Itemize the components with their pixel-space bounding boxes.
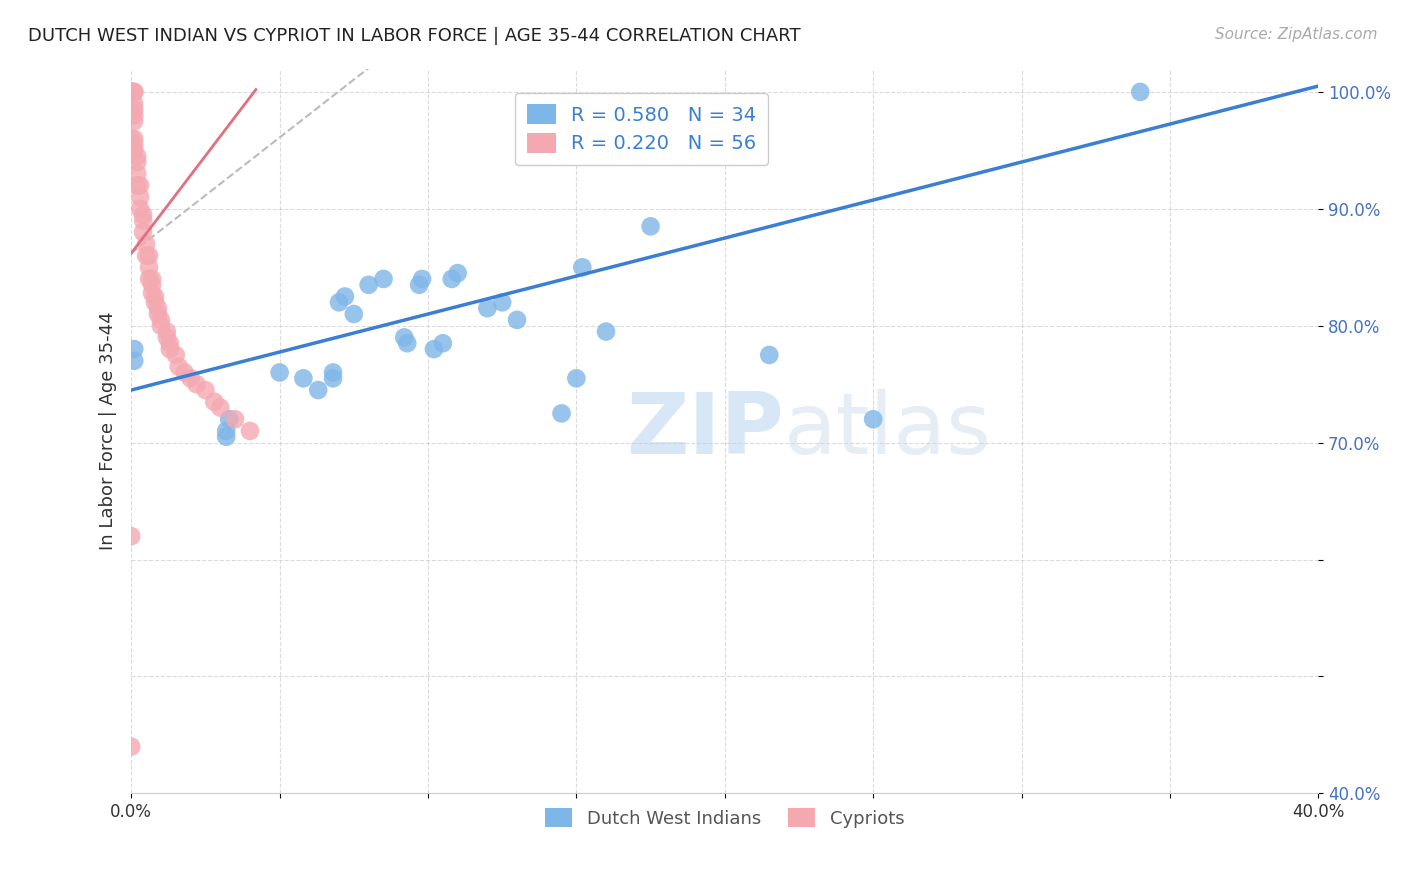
Text: atlas: atlas [785,390,993,473]
Point [122,85,145,99]
Point [432,336,454,351]
Point [132,208,155,222]
Point [328,295,350,310]
Point [138,272,160,286]
Point [394,330,416,344]
Point [122,85,145,99]
Point [129,178,152,193]
Text: DUTCH WEST INDIAN VS CYPRIOT IN LABOR FORCE | AGE 35-44 CORRELATION CHART: DUTCH WEST INDIAN VS CYPRIOT IN LABOR FO… [28,27,801,45]
Point [239,424,262,438]
Point [135,236,157,251]
Point [173,366,195,380]
Point [491,295,513,310]
Point [209,401,232,415]
Point [146,307,169,321]
Point [396,336,419,351]
Point [571,260,593,275]
Point [120,85,142,99]
Point [1129,85,1152,99]
Point [146,301,169,315]
Point [127,155,149,169]
Point [218,412,240,426]
Point [165,348,187,362]
Point [292,371,315,385]
Point [224,412,246,426]
Text: ZIP: ZIP [626,390,785,473]
Point [138,260,160,275]
Point [640,219,662,234]
Point [333,289,356,303]
Point [215,430,238,444]
Point [141,285,163,300]
Point [122,137,145,152]
Point [129,190,152,204]
Point [373,272,395,286]
Point [149,313,172,327]
Point [215,424,238,438]
Point [122,131,145,145]
Point [122,114,145,128]
Point [411,272,433,286]
Point [141,277,163,292]
Point [120,85,142,99]
Point [122,353,145,368]
Point [156,325,179,339]
Point [423,342,446,356]
Point [129,202,152,216]
Point [141,272,163,286]
Point [343,307,366,321]
Y-axis label: In Labor Force | Age 35-44: In Labor Force | Age 35-44 [100,311,117,550]
Point [127,178,149,193]
Point [758,348,780,362]
Point [143,289,166,303]
Point [565,371,588,385]
Point [122,144,145,158]
Point [156,330,179,344]
Point [159,342,181,356]
Point [506,313,529,327]
Point [194,383,217,397]
Point [143,295,166,310]
Point [120,85,142,99]
Point [122,96,145,111]
Point [862,412,884,426]
Point [132,225,155,239]
Point [167,359,190,374]
Point [122,342,145,356]
Point [477,301,499,315]
Point [120,85,142,99]
Point [120,85,142,99]
Point [149,318,172,333]
Text: Source: ZipAtlas.com: Source: ZipAtlas.com [1215,27,1378,42]
Point [132,213,155,227]
Point [122,103,145,117]
Point [440,272,463,286]
Point [357,277,380,292]
Point [120,131,142,145]
Point [180,371,202,385]
Legend: Dutch West Indians, Cypriots: Dutch West Indians, Cypriots [538,801,911,835]
Point [135,249,157,263]
Point [322,366,344,380]
Point [120,739,142,754]
Point [127,167,149,181]
Point [186,377,208,392]
Point [447,266,470,280]
Point [202,394,225,409]
Point [595,325,617,339]
Point [408,277,430,292]
Point [322,371,344,385]
Point [159,336,181,351]
Point [138,249,160,263]
Point [307,383,329,397]
Point [127,149,149,163]
Point [120,85,142,99]
Point [122,108,145,122]
Point [550,406,572,420]
Point [120,529,142,543]
Point [269,366,291,380]
